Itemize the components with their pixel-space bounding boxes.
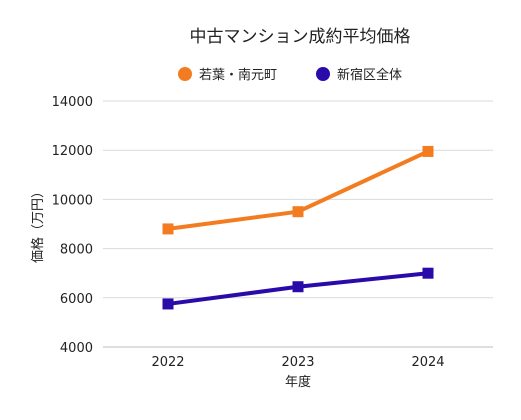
legend-item-series-2[interactable]: 新宿区全体	[316, 67, 402, 83]
legend-label-series-1: 若葉・南元町	[199, 67, 277, 83]
data-point-series-1[interactable]	[162, 223, 174, 235]
data-point-series-2[interactable]	[422, 267, 434, 279]
x-tick-label: 2022	[151, 355, 184, 370]
x-tick-label: 2023	[281, 355, 314, 370]
data-point-series-2[interactable]	[162, 298, 174, 310]
data-point-series-2[interactable]	[292, 281, 304, 293]
y-tick-label: 6000	[60, 292, 93, 307]
data-point-series-1[interactable]	[422, 145, 434, 157]
legend-label-series-2: 新宿区全体	[337, 67, 402, 83]
legend-marker-series-2	[316, 67, 330, 81]
legend: 若葉・南元町 新宿区全体	[178, 67, 402, 83]
x-tick-label: 2024	[411, 355, 444, 370]
y-axis-label: 価格（万円）	[30, 185, 46, 263]
y-tick-label: 8000	[60, 243, 93, 258]
y-tick-label: 4000	[60, 341, 93, 356]
y-axis-ticks: 4000 6000 8000 10000 12000 14000	[52, 95, 93, 356]
legend-item-series-1[interactable]: 若葉・南元町	[178, 67, 277, 83]
y-tick-label: 10000	[52, 193, 93, 208]
series-group	[162, 145, 434, 310]
data-point-series-1[interactable]	[292, 206, 304, 218]
x-axis-ticks: 2022 2023 2024	[151, 355, 444, 370]
x-axis-label: 年度	[285, 374, 311, 390]
gridlines	[103, 100, 493, 299]
legend-marker-series-1	[178, 67, 192, 81]
y-tick-label: 14000	[52, 95, 93, 110]
y-tick-label: 12000	[52, 144, 93, 159]
chart-title: 中古マンション成約平均価格	[190, 27, 411, 47]
series-line-1	[166, 149, 430, 231]
